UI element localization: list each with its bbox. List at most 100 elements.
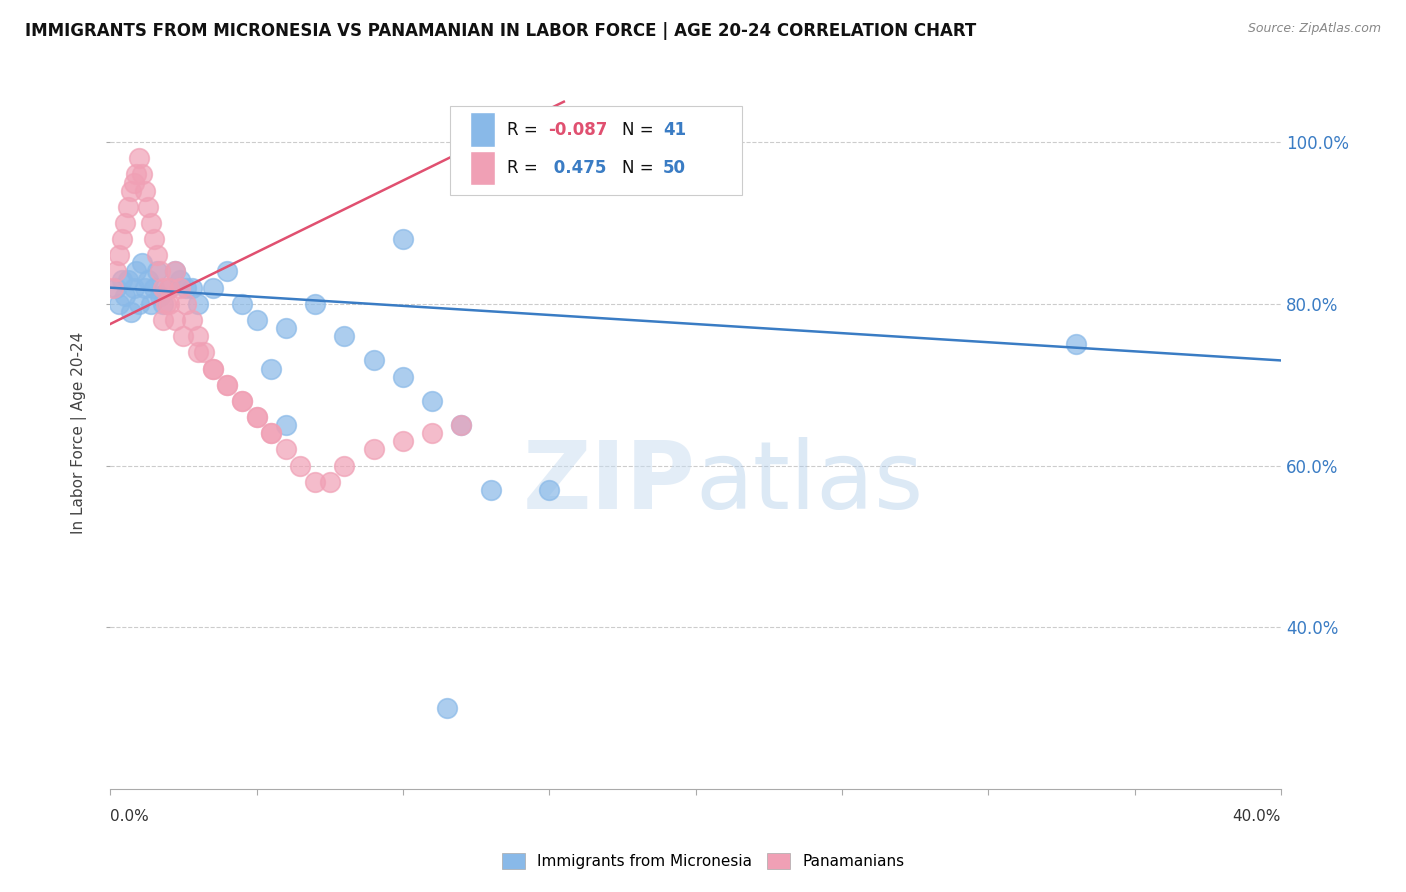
Point — [172, 329, 194, 343]
Point — [420, 393, 443, 408]
Point — [122, 280, 145, 294]
Point — [146, 264, 169, 278]
Point — [201, 361, 224, 376]
Point — [245, 313, 267, 327]
Point — [333, 458, 356, 473]
Point — [187, 329, 209, 343]
Bar — [470, 151, 495, 185]
Text: IMMIGRANTS FROM MICRONESIA VS PANAMANIAN IN LABOR FORCE | AGE 20-24 CORRELATION : IMMIGRANTS FROM MICRONESIA VS PANAMANIAN… — [25, 22, 977, 40]
Point — [538, 483, 561, 497]
Point — [163, 264, 186, 278]
Point — [111, 272, 134, 286]
Point — [117, 200, 139, 214]
Y-axis label: In Labor Force | Age 20-24: In Labor Force | Age 20-24 — [72, 332, 87, 534]
Point — [120, 305, 142, 319]
Point — [201, 361, 224, 376]
FancyBboxPatch shape — [450, 106, 742, 194]
Point — [134, 184, 156, 198]
Point — [169, 280, 191, 294]
Point — [136, 272, 159, 286]
Point — [152, 297, 174, 311]
Text: R =: R = — [508, 159, 543, 177]
Point — [260, 426, 283, 441]
Point — [152, 313, 174, 327]
Text: 40.0%: 40.0% — [1233, 809, 1281, 824]
Point — [117, 272, 139, 286]
Text: 41: 41 — [662, 120, 686, 138]
Point — [139, 297, 162, 311]
Point — [420, 426, 443, 441]
Point — [136, 200, 159, 214]
Point — [231, 297, 253, 311]
Point — [245, 410, 267, 425]
Point — [152, 280, 174, 294]
Point — [260, 361, 283, 376]
Point — [181, 280, 204, 294]
Point — [201, 280, 224, 294]
Point — [274, 321, 297, 335]
Text: -0.087: -0.087 — [548, 120, 607, 138]
Point — [174, 280, 197, 294]
Point — [187, 297, 209, 311]
Point — [149, 289, 172, 303]
Point — [392, 434, 415, 449]
Text: N =: N = — [621, 120, 658, 138]
Text: atlas: atlas — [696, 437, 924, 529]
Text: 0.475: 0.475 — [548, 159, 606, 177]
Point — [333, 329, 356, 343]
Point — [134, 280, 156, 294]
Point — [149, 264, 172, 278]
Point — [114, 289, 136, 303]
Point — [392, 232, 415, 246]
Point — [108, 248, 131, 262]
Text: 50: 50 — [662, 159, 686, 177]
Point — [363, 353, 385, 368]
Point — [122, 176, 145, 190]
Point — [157, 280, 180, 294]
Point — [111, 232, 134, 246]
Point — [363, 442, 385, 457]
Text: Source: ZipAtlas.com: Source: ZipAtlas.com — [1247, 22, 1381, 36]
Point — [101, 280, 124, 294]
Point — [157, 297, 180, 311]
Point — [131, 256, 153, 270]
Text: ZIP: ZIP — [523, 437, 696, 529]
Point — [108, 297, 131, 311]
Point — [193, 345, 215, 359]
Point — [318, 475, 340, 489]
Point — [157, 280, 180, 294]
Point — [479, 483, 502, 497]
Point — [274, 418, 297, 433]
Point — [128, 297, 150, 311]
Legend: Immigrants from Micronesia, Panamanians: Immigrants from Micronesia, Panamanians — [495, 847, 911, 875]
Point — [131, 168, 153, 182]
Point — [1064, 337, 1087, 351]
Point — [125, 264, 148, 278]
Point — [260, 426, 283, 441]
Point — [392, 369, 415, 384]
Point — [304, 297, 326, 311]
Point — [139, 216, 162, 230]
Point — [143, 232, 166, 246]
Point — [163, 264, 186, 278]
Point — [174, 297, 197, 311]
Point — [450, 418, 472, 433]
Point — [245, 410, 267, 425]
Point — [155, 297, 177, 311]
Point — [231, 393, 253, 408]
Point — [274, 442, 297, 457]
Point — [290, 458, 312, 473]
Point — [187, 345, 209, 359]
Point — [436, 701, 458, 715]
Point — [163, 313, 186, 327]
Point — [181, 313, 204, 327]
Point — [217, 377, 239, 392]
Point — [304, 475, 326, 489]
Text: R =: R = — [508, 120, 543, 138]
Bar — [470, 112, 495, 146]
Text: 0.0%: 0.0% — [110, 809, 149, 824]
Point — [450, 418, 472, 433]
Point — [231, 393, 253, 408]
Text: N =: N = — [621, 159, 658, 177]
Point — [114, 216, 136, 230]
